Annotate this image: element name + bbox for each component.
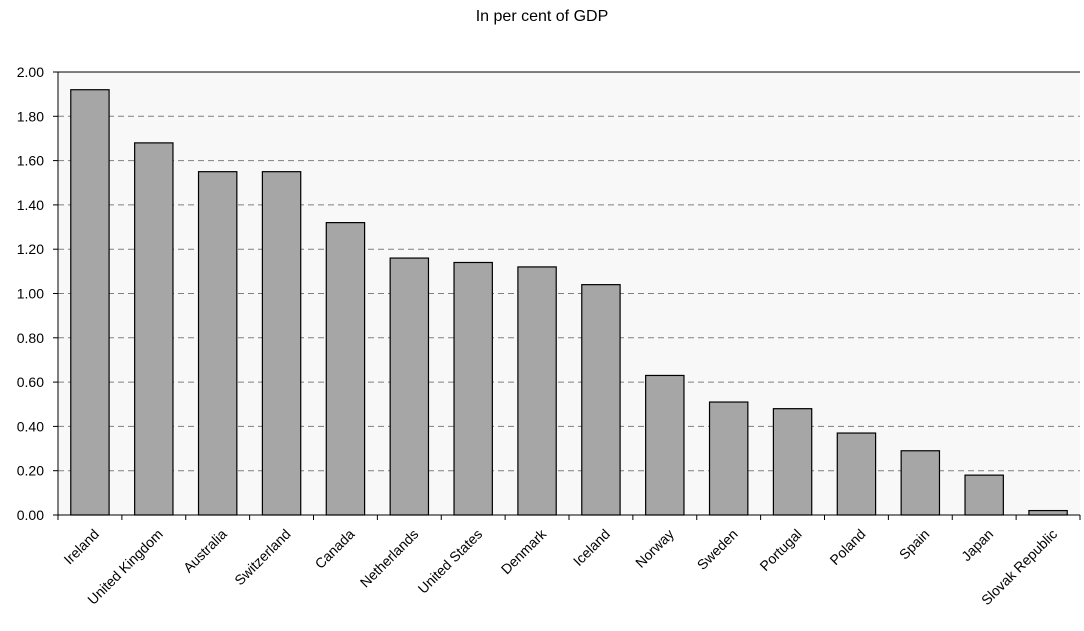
bar-australia: [197, 171, 238, 516]
y-tick-label: 1.20: [17, 241, 44, 257]
y-tick-label: 1.40: [17, 197, 44, 213]
x-tick-label: Denmark: [498, 525, 550, 577]
y-tick-label: 0.60: [17, 374, 44, 390]
bar-united-states: [453, 261, 493, 516]
x-tick-label: Spain: [896, 526, 933, 563]
bar-slovak-republic: [1028, 509, 1068, 516]
bar-ireland: [70, 89, 110, 516]
y-tick-label: 1.80: [17, 108, 44, 124]
bar-spain: [900, 450, 941, 516]
x-tick-label: Ireland: [60, 526, 102, 568]
bar-japan: [964, 474, 1004, 516]
x-tick-label: United States: [415, 526, 486, 597]
y-tick-label: 1.00: [17, 286, 44, 302]
bar-canada: [325, 222, 366, 516]
bar-switzerland: [261, 171, 302, 516]
x-tick-label: Poland: [826, 526, 868, 568]
y-tick-label: 0.80: [17, 330, 44, 346]
x-tick-label: Norway: [632, 526, 677, 571]
x-tick-label: Sweden: [694, 526, 741, 573]
x-tick-label: Australia: [180, 526, 230, 576]
bar-sweden: [708, 401, 749, 516]
x-tick-label: Iceland: [570, 526, 613, 569]
y-axis-ticks: 0.00 0.20 0.40 0.60 0.80 1.00 1.20 1.40 1.60 1.80…: [17, 64, 58, 523]
bar-portugal: [772, 408, 813, 516]
bars: [70, 89, 1068, 516]
chart-title: In per cent of GDP: [475, 8, 609, 25]
y-tick-label: 0.00: [17, 507, 44, 523]
y-tick-label: 0.20: [17, 463, 44, 479]
x-tick-label: Portugal: [756, 526, 804, 574]
x-tick-label: Canada: [312, 526, 358, 572]
x-tick-label: Netherlands: [357, 526, 422, 591]
y-tick-label: 1.60: [17, 153, 44, 169]
bar-united-kingdom: [134, 142, 174, 516]
x-tick-label: Switzerland: [231, 526, 293, 588]
bar-poland: [836, 432, 877, 516]
bar-norway: [645, 374, 685, 516]
x-tick-label: Japan: [958, 526, 996, 564]
y-tick-label: 2.00: [17, 64, 44, 80]
bar-iceland: [581, 284, 621, 516]
bar-denmark: [517, 266, 557, 516]
bar-netherlands: [389, 257, 430, 516]
y-tick-label: 0.40: [17, 418, 44, 434]
